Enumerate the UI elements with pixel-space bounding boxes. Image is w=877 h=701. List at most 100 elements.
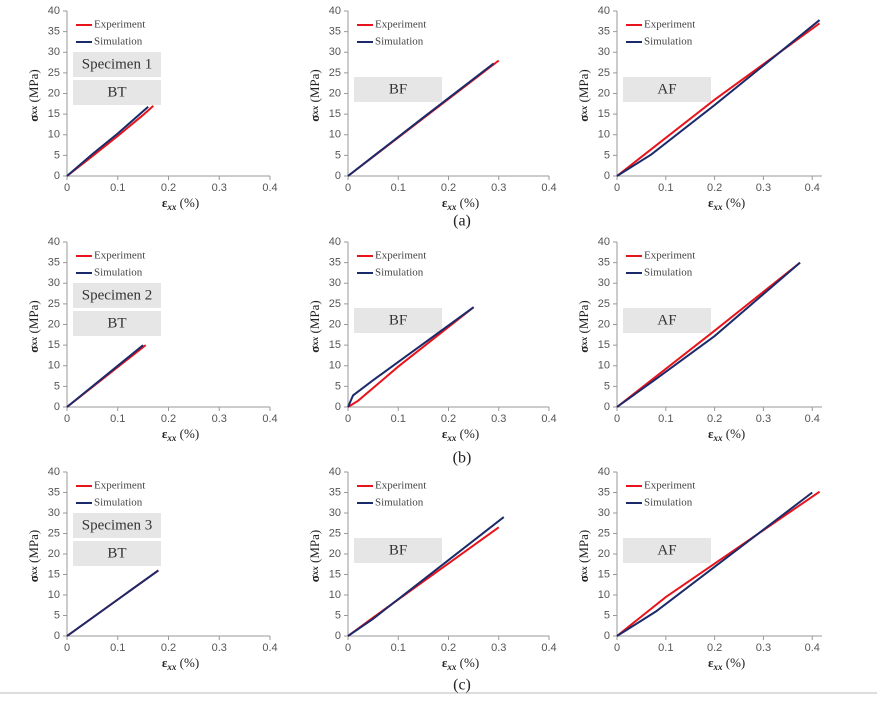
axis-label: εxx (%)	[708, 655, 745, 672]
legend-label: Simulation	[375, 497, 424, 509]
y-tick-label: 5	[604, 609, 610, 621]
axis-label: σxx (MPa)	[576, 300, 591, 353]
legend-label: Simulation	[644, 497, 693, 509]
y-tick-label: 10	[598, 129, 610, 141]
legend-label: Experiment	[375, 19, 426, 31]
axis-unit: (MPa)	[26, 300, 41, 336]
axis-subscript: xx	[713, 662, 724, 672]
axis-unit: (MPa)	[307, 300, 322, 336]
y-tick-label: 40	[598, 466, 610, 478]
axis-symbol: ε	[708, 426, 714, 441]
y-tick-label: 0	[604, 170, 610, 182]
axis-unit: (MPa)	[26, 530, 41, 566]
annotation: Specimen 1	[82, 56, 152, 72]
y-tick-label: 0	[54, 170, 60, 182]
x-tick-label: 0.2	[707, 642, 722, 654]
axis-subscript: xx	[29, 105, 39, 116]
axis-unit: (%)	[176, 426, 199, 441]
annotation: BF	[389, 542, 407, 558]
axis-symbol: ε	[442, 195, 448, 210]
x-tick-label: 0.1	[658, 182, 673, 194]
y-tick-label: 5	[604, 149, 610, 161]
legend-label: Experiment	[94, 480, 145, 492]
x-tick-label: 0.1	[391, 642, 406, 654]
y-tick-label: 25	[48, 298, 60, 310]
x-tick-label: 0.3	[212, 182, 227, 194]
annotation-box	[623, 308, 711, 333]
axis-subscript: xx	[310, 566, 320, 577]
legend-label: Experiment	[94, 19, 145, 31]
axis-subscript: xx	[446, 202, 457, 212]
y-tick-label: 30	[598, 277, 610, 289]
axis-label: εxx (%)	[442, 426, 479, 443]
x-tick-label: 0.3	[756, 413, 771, 425]
y-tick-label: 30	[329, 507, 341, 519]
axis-unit: (MPa)	[576, 69, 591, 105]
legend-label: Experiment	[94, 250, 145, 262]
axis-symbol: σ	[307, 346, 322, 353]
x-tick-label: 0.4	[262, 642, 277, 654]
annotation-box	[73, 513, 161, 538]
x-tick-label: 0.2	[441, 413, 456, 425]
axis-subscript: xx	[166, 202, 177, 212]
x-tick-label: 0.4	[805, 642, 820, 654]
axis-unit: (%)	[723, 655, 746, 670]
y-tick-label: 15	[598, 339, 610, 351]
x-tick-label: 0.3	[756, 182, 771, 194]
legend-label: Simulation	[644, 36, 693, 48]
axis-unit: (%)	[176, 655, 199, 670]
y-tick-label: 25	[329, 67, 341, 79]
y-tick-label: 10	[598, 589, 610, 601]
axis-subscript: xx	[579, 336, 589, 347]
axis-label: εxx (%)	[708, 426, 745, 443]
axis-symbol: σ	[26, 115, 41, 122]
y-tick-label: 15	[329, 568, 341, 580]
annotation-box	[73, 80, 161, 105]
annotation-box	[73, 311, 161, 336]
annotation: BT	[107, 84, 126, 100]
y-tick-label: 20	[48, 87, 60, 99]
y-tick-label: 5	[54, 380, 60, 392]
annotation-box	[73, 52, 161, 77]
axis-label: σxx (MPa)	[26, 300, 41, 353]
x-tick-label: 0.3	[491, 413, 506, 425]
series-line	[347, 516, 505, 637]
series-line	[66, 344, 144, 408]
axis-label: εxx (%)	[708, 195, 745, 212]
x-tick-label: 0	[64, 182, 70, 194]
y-tick-label: 25	[48, 527, 60, 539]
axis-label: σxx (MPa)	[307, 69, 322, 122]
axis-unit: (%)	[723, 195, 746, 210]
axis-symbol: ε	[442, 655, 448, 670]
x-tick-label: 0.2	[441, 642, 456, 654]
x-tick-label: 0	[345, 182, 351, 194]
x-tick-label: 0.4	[541, 642, 556, 654]
y-tick-label: 5	[335, 149, 341, 161]
y-tick-label: 40	[329, 5, 341, 17]
y-tick-label: 15	[329, 108, 341, 120]
x-tick-label: 0.3	[491, 642, 506, 654]
legend-label: Experiment	[644, 250, 695, 262]
y-tick-label: 30	[329, 46, 341, 58]
series-line	[616, 19, 821, 177]
x-tick-label: 0.1	[110, 642, 125, 654]
y-tick-label: 35	[329, 486, 341, 498]
annotation: AF	[657, 542, 676, 558]
axis-unit: (MPa)	[26, 69, 41, 105]
annotation-box	[354, 77, 442, 102]
annotation-box	[73, 283, 161, 308]
y-tick-label: 20	[329, 548, 341, 560]
y-tick-label: 15	[598, 108, 610, 120]
x-tick-label: 0.2	[161, 642, 176, 654]
legend-label: Experiment	[644, 480, 695, 492]
y-tick-label: 0	[54, 630, 60, 642]
y-tick-label: 35	[48, 257, 60, 269]
axis-symbol: σ	[26, 575, 41, 582]
annotation: AF	[657, 81, 676, 97]
x-tick-label: 0.4	[541, 413, 556, 425]
x-tick-label: 0.4	[262, 413, 277, 425]
y-tick-label: 20	[329, 318, 341, 330]
